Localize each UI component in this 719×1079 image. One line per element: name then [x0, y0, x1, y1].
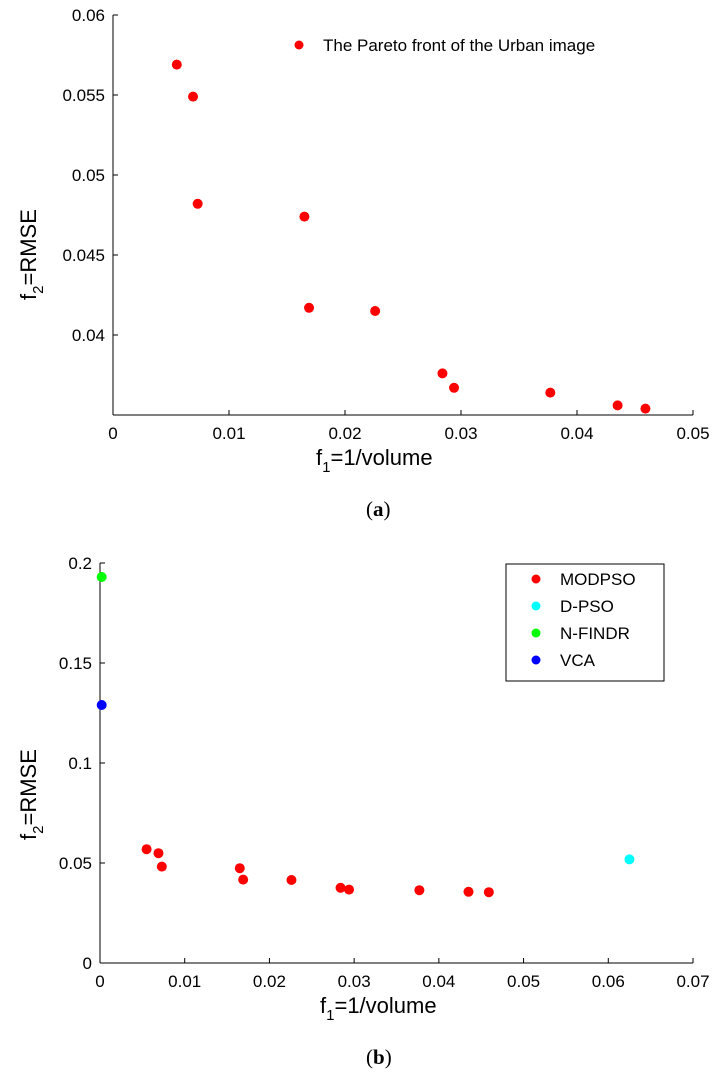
chart-a-point-pareto — [299, 211, 310, 222]
chart-b-point-n-findr — [96, 572, 107, 582]
chart-b-point-modpso — [463, 886, 474, 897]
chart-a-point-pareto — [449, 382, 460, 393]
chart-a-point-pareto — [437, 368, 448, 379]
chart-a-point-pareto — [640, 403, 651, 414]
chart-b-legend-label-d-pso: D-PSO — [560, 597, 614, 616]
chart-b-legend: MODPSO D-PSO N-FINDR VCA — [531, 570, 636, 670]
chart-b-x-tick-label: 0.02 — [253, 972, 286, 991]
chart-b-legend-marker-d-pso — [531, 601, 541, 611]
chart-b-y-ticks: 0 0.05 0.1 0.15 0.2 — [59, 554, 105, 973]
chart-b-legend-marker-vca — [531, 655, 541, 665]
chart-b-y-tick-label: 0.05 — [59, 854, 92, 873]
chart-a-x-tick-label: 0 — [108, 424, 117, 443]
chart-b-y-tick-label: 0.15 — [59, 654, 92, 673]
chart-b-legend-label-modpso: MODPSO — [560, 570, 636, 589]
chart-a-point-pareto — [370, 306, 381, 316]
chart-b-x-tick-label: 0.01 — [168, 972, 201, 991]
chart-a-x-tick-label: 0.01 — [212, 424, 245, 443]
chart-b-point-modpso — [234, 863, 245, 874]
chart-a-y-tick-label: 0.06 — [72, 6, 105, 25]
chart-a-y-ticks: 0.04 0.045 0.05 0.055 0.06 — [62, 6, 118, 345]
chart-b-point-modpso — [141, 844, 152, 855]
chart-b-x-tick-label: 0.03 — [338, 972, 371, 991]
chart-a-points — [171, 59, 651, 414]
chart-b-point-modpso — [344, 884, 355, 895]
chart-b-x-tick-label: 0 — [95, 972, 104, 991]
chart-b-y-tick-label: 0.1 — [68, 754, 92, 773]
chart-a-x-label: f1=1/volume — [316, 445, 433, 476]
chart-b-caption: (b) — [366, 1045, 392, 1069]
chart-b-legend-label-vca: VCA — [560, 651, 596, 670]
chart-b-y-tick-label: 0 — [83, 954, 92, 973]
chart-a-x-tick-label: 0.02 — [328, 424, 361, 443]
chart-a-x-tick-label: 0.03 — [444, 424, 477, 443]
chart-b-x-label: f1=1/volume — [320, 993, 437, 1024]
chart-a-x-tick-label: 0.04 — [560, 424, 593, 443]
chart-b-x-tick-label: 0.04 — [422, 972, 455, 991]
chart-b-point-modpso — [335, 882, 346, 893]
chart-a-point-pareto — [545, 387, 556, 398]
chart-a-x-tick-label: 0.05 — [676, 424, 709, 443]
chart-a-point-pareto — [171, 59, 182, 70]
chart-a-y-tick-label: 0.055 — [62, 86, 105, 105]
chart-b-x-ticks: 0 0.01 0.02 0.03 0.04 0.05 0.06 0.07 — [95, 958, 710, 991]
chart-b: 0 0.01 0.02 0.03 0.04 0.05 0.06 0.07 0 0.05 0.1 0.… — [16, 554, 710, 1069]
chart-a: 0 0.01 0.02 0.03 0.04 0.05 0.04 0.045 0.05 0.055… — [16, 6, 710, 521]
chart-a-point-pareto — [304, 302, 315, 313]
chart-b-legend-marker-modpso — [531, 574, 541, 584]
chart-b-legend-marker-n-findr — [531, 628, 541, 638]
chart-a-point-pareto — [192, 198, 203, 209]
chart-a-legend-label: The Pareto front of the Urban image — [323, 36, 595, 55]
chart-b-y-tick-label: 0.2 — [68, 554, 92, 573]
chart-b-point-modpso — [153, 848, 164, 859]
chart-a-legend-marker — [294, 40, 304, 50]
chart-a-point-pareto — [188, 91, 199, 102]
chart-a-point-pareto — [612, 400, 623, 411]
chart-b-point-modpso — [414, 885, 425, 896]
chart-b-point-vca — [96, 700, 107, 710]
chart-b-x-tick-label: 0.05 — [507, 972, 540, 991]
chart-a-caption: (a) — [366, 497, 391, 521]
chart-b-x-tick-label: 0.07 — [676, 972, 709, 991]
chart-b-points — [96, 572, 635, 898]
chart-a-y-tick-label: 0.04 — [72, 326, 105, 345]
chart-b-point-modpso — [238, 874, 249, 885]
chart-b-y-label: f2=RMSE — [16, 749, 47, 840]
chart-b-point-modpso — [156, 861, 167, 872]
chart-a-x-ticks: 0 0.01 0.02 0.03 0.04 0.05 — [108, 410, 710, 443]
chart-a-y-tick-label: 0.045 — [62, 246, 105, 265]
chart-a-y-tick-label: 0.05 — [72, 166, 105, 185]
chart-a-y-label: f2=RMSE — [16, 209, 47, 300]
chart-b-point-modpso — [483, 887, 494, 898]
chart-b-legend-label-n-findr: N-FINDR — [560, 624, 630, 643]
chart-b-point-d-pso — [624, 854, 635, 865]
chart-b-x-tick-label: 0.06 — [592, 972, 625, 991]
chart-b-point-modpso — [286, 875, 297, 885]
